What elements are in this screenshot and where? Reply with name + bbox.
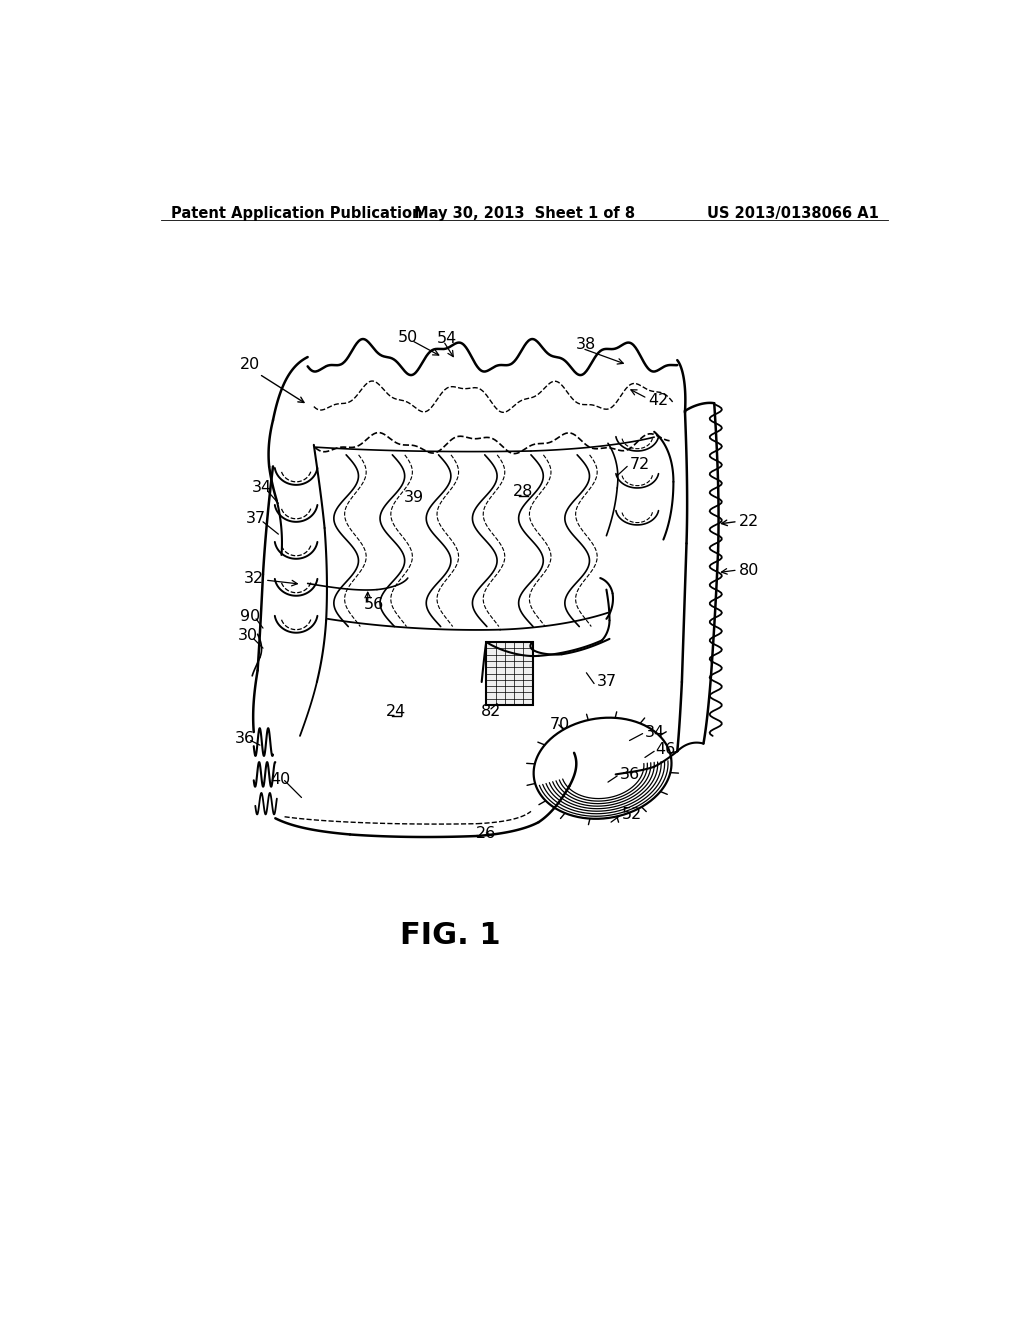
Text: 28: 28	[513, 483, 534, 499]
Text: 52: 52	[622, 807, 642, 822]
Text: 70: 70	[550, 717, 570, 731]
Text: 24: 24	[386, 704, 407, 719]
Text: 22: 22	[739, 515, 759, 529]
Text: 39: 39	[403, 490, 424, 504]
Text: 32: 32	[244, 570, 264, 586]
Bar	[486, 642, 532, 705]
Text: 82: 82	[480, 704, 501, 719]
Text: 34: 34	[645, 725, 665, 739]
Text: 36: 36	[620, 767, 640, 781]
Text: 90: 90	[240, 609, 260, 624]
Text: 80: 80	[739, 562, 759, 578]
Text: 37: 37	[246, 511, 266, 527]
Text: Patent Application Publication: Patent Application Publication	[171, 206, 422, 222]
Text: 72: 72	[630, 457, 650, 473]
Text: 54: 54	[437, 331, 458, 346]
Text: 26: 26	[476, 826, 497, 841]
Text: 38: 38	[575, 337, 596, 352]
Text: 34: 34	[252, 480, 271, 495]
Text: 56: 56	[364, 597, 384, 611]
Text: 36: 36	[234, 731, 255, 746]
Text: US 2013/0138066 A1: US 2013/0138066 A1	[708, 206, 879, 222]
Text: FIG. 1: FIG. 1	[399, 921, 501, 949]
Text: 42: 42	[648, 392, 669, 408]
Text: 50: 50	[397, 330, 418, 345]
Text: 46: 46	[655, 742, 676, 758]
Text: 40: 40	[270, 771, 291, 787]
Text: 37: 37	[596, 675, 616, 689]
Text: 20: 20	[240, 358, 260, 372]
Text: May 30, 2013  Sheet 1 of 8: May 30, 2013 Sheet 1 of 8	[415, 206, 635, 222]
Text: 30: 30	[238, 628, 258, 643]
